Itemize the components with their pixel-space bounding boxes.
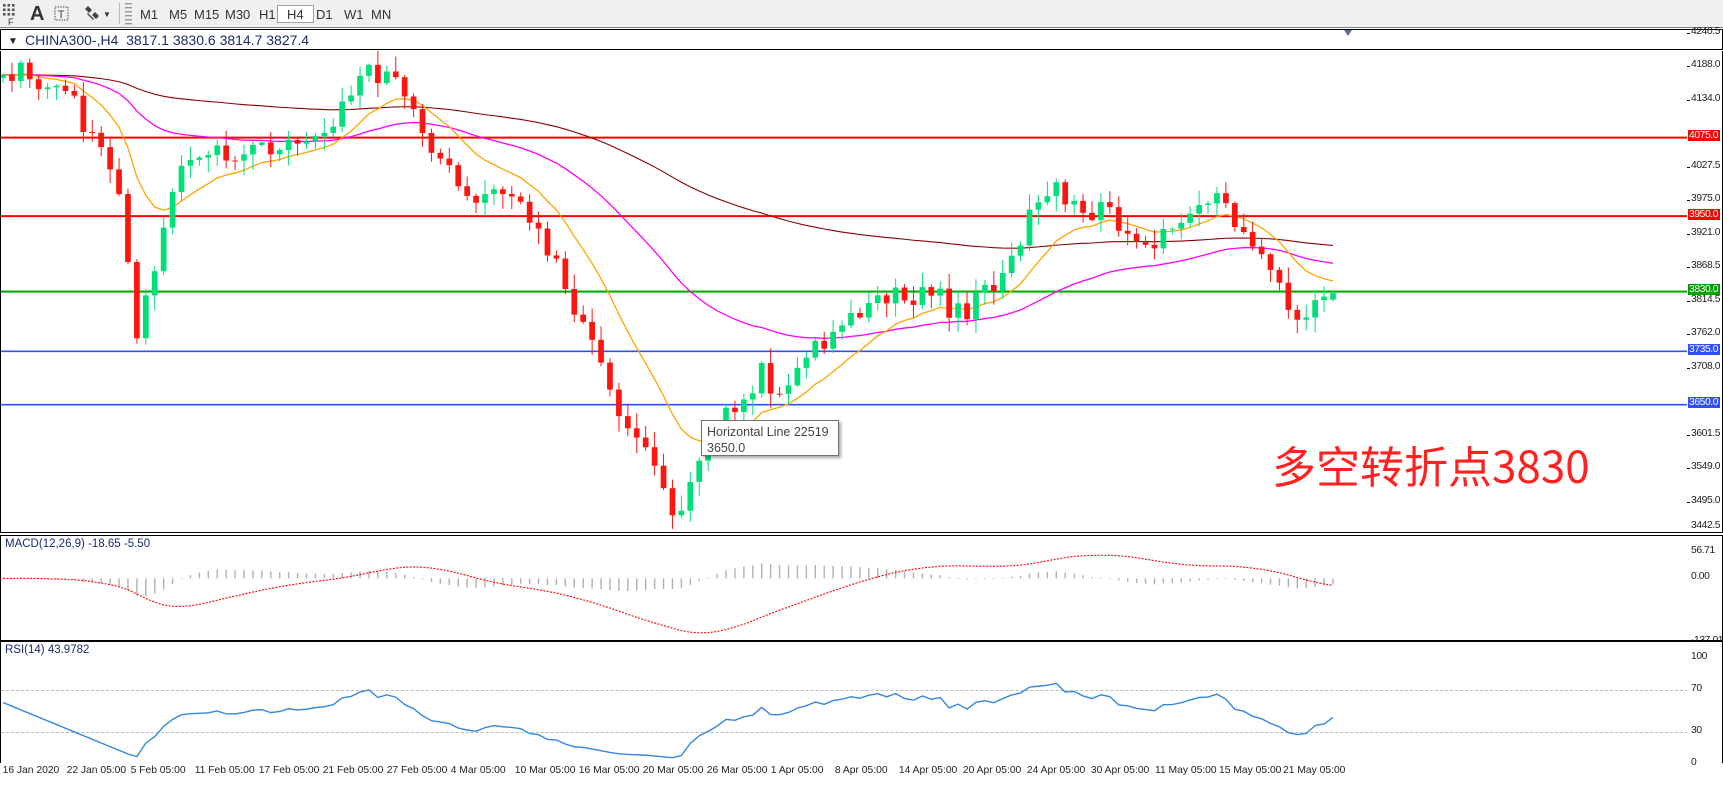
svg-text:T: T xyxy=(58,9,65,21)
svg-text:F: F xyxy=(8,17,14,26)
